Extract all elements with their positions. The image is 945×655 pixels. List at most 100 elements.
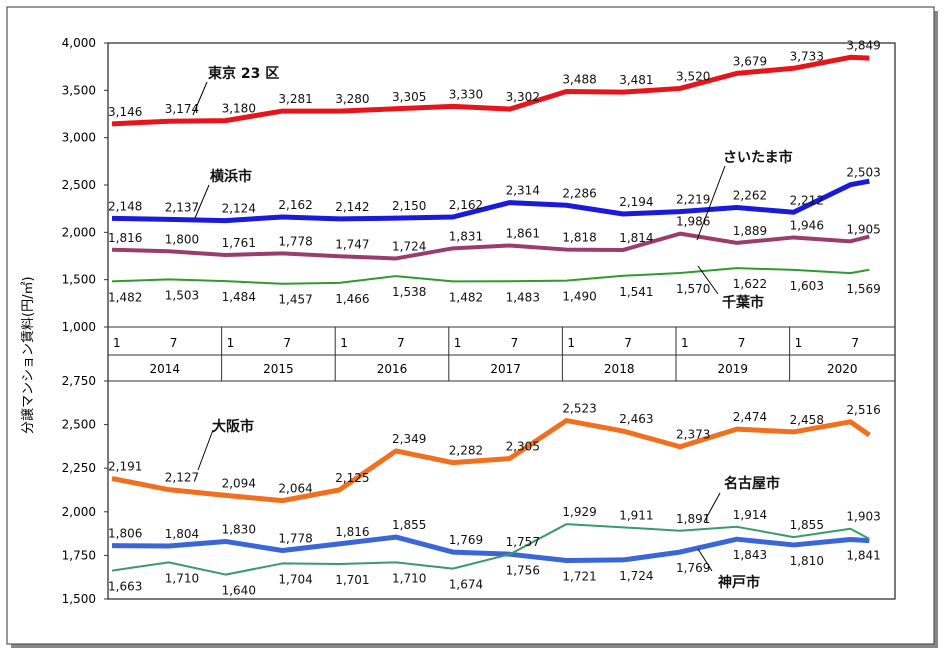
month-tick-label: 7 — [624, 336, 632, 350]
data-label: 1,818 — [562, 231, 596, 245]
data-label: 2,142 — [335, 200, 369, 214]
series-name-label: 名古屋市 — [724, 475, 780, 492]
y-tick-label: 1,500 — [62, 592, 96, 606]
y-tick-label: 2,000 — [62, 505, 96, 519]
month-tick-label: 7 — [283, 336, 291, 350]
frame — [6, 6, 935, 645]
data-label: 1,814 — [619, 231, 653, 245]
data-label: 2,148 — [108, 199, 142, 213]
data-label: 3,281 — [278, 92, 312, 106]
data-label: 1,905 — [846, 222, 880, 236]
callout-line — [696, 165, 726, 241]
callout-line — [697, 548, 713, 572]
y-tick-label: 4,000 — [62, 36, 96, 50]
month-tick-label: 1 — [454, 336, 462, 350]
data-label: 1,800 — [165, 232, 199, 246]
data-label: 1,663 — [108, 580, 142, 594]
data-label: 3,180 — [222, 102, 256, 116]
month-tick-label: 7 — [851, 336, 859, 350]
data-label: 2,219 — [676, 193, 710, 207]
data-label: 1,804 — [165, 527, 199, 541]
data-label: 1,769 — [676, 561, 710, 575]
data-label: 1,701 — [335, 573, 369, 587]
data-label: 1,831 — [449, 229, 483, 243]
data-label: 2,463 — [619, 412, 653, 426]
data-label: 1,724 — [392, 239, 426, 253]
data-label: 1,490 — [562, 290, 596, 304]
data-label: 1,911 — [619, 508, 653, 522]
data-label: 3,330 — [449, 87, 483, 101]
series-line-2 — [111, 523, 870, 576]
data-label: 2,474 — [733, 410, 767, 424]
data-label: 2,150 — [392, 199, 426, 213]
series-name-label: 東京 23 区 — [208, 65, 279, 82]
data-label: 1,756 — [506, 563, 540, 577]
data-label: 1,603 — [790, 279, 824, 293]
data-label: 1,769 — [449, 533, 483, 547]
data-label: 1,816 — [335, 525, 369, 539]
series-name-label: 神戸市 — [718, 574, 760, 591]
data-label: 2,373 — [676, 428, 710, 442]
data-label: 2,212 — [790, 193, 824, 207]
series-line-3 — [111, 267, 870, 285]
month-tick-label: 1 — [340, 336, 348, 350]
callout-line — [697, 265, 719, 295]
data-label: 2,314 — [506, 184, 540, 198]
data-label: 2,282 — [449, 444, 483, 458]
data-label: 1,806 — [108, 527, 142, 541]
plot-border — [107, 42, 896, 600]
year-label: 2019 — [718, 362, 749, 376]
data-label: 2,349 — [392, 432, 426, 446]
data-label: 1,747 — [335, 237, 369, 251]
data-label: 2,137 — [165, 200, 199, 214]
y-tick-label: 2,750 — [62, 374, 96, 388]
data-label: 1,855 — [790, 518, 824, 532]
data-label: 1,622 — [733, 277, 767, 291]
data-label: 3,174 — [165, 102, 199, 116]
data-label: 1,704 — [278, 572, 312, 586]
data-label: 2,124 — [222, 202, 256, 216]
data-label: 2,162 — [278, 198, 312, 212]
y-tick-label: 1,000 — [62, 320, 96, 334]
series-line-2 — [111, 231, 870, 261]
data-label: 1,482 — [449, 290, 483, 304]
year-label: 2020 — [827, 362, 858, 376]
data-label: 1,483 — [506, 290, 540, 304]
data-label: 3,305 — [392, 90, 426, 104]
year-label: 2016 — [377, 362, 408, 376]
data-label: 1,503 — [165, 288, 199, 302]
series-name-label: 千葉市 — [722, 294, 764, 311]
y-tick-label: 2,500 — [62, 418, 96, 432]
data-label: 3,146 — [108, 105, 142, 119]
data-label: 1,914 — [733, 508, 767, 522]
data-label: 1,891 — [676, 512, 710, 526]
data-label: 1,761 — [222, 236, 256, 250]
month-tick-label: 1 — [567, 336, 575, 350]
data-label: 3,488 — [562, 72, 596, 86]
data-label: 1,778 — [278, 532, 312, 546]
data-label: 2,503 — [846, 166, 880, 180]
data-label: 1,466 — [335, 292, 369, 306]
data-label: 1,841 — [846, 549, 880, 563]
data-label: 2,064 — [278, 482, 312, 496]
data-label: 2,127 — [165, 471, 199, 485]
year-label: 2014 — [150, 362, 181, 376]
data-label: 1,710 — [165, 571, 199, 585]
month-tick-label: 1 — [681, 336, 689, 350]
data-label: 1,541 — [619, 285, 653, 299]
data-label: 1,538 — [392, 285, 426, 299]
data-label: 2,262 — [733, 189, 767, 203]
series-name-label: 横浜市 — [210, 168, 252, 185]
y-tick-label: 3,000 — [62, 131, 96, 145]
data-label: 1,830 — [222, 522, 256, 536]
data-label: 1,778 — [278, 234, 312, 248]
data-label: 1,724 — [619, 569, 653, 583]
data-label: 1,816 — [108, 231, 142, 245]
data-label: 3,679 — [733, 54, 767, 68]
data-label: 1,674 — [449, 578, 483, 592]
data-label: 1,986 — [676, 215, 710, 229]
series-line-0 — [111, 54, 870, 127]
month-tick-label: 1 — [113, 336, 121, 350]
data-label: 1,810 — [790, 554, 824, 568]
